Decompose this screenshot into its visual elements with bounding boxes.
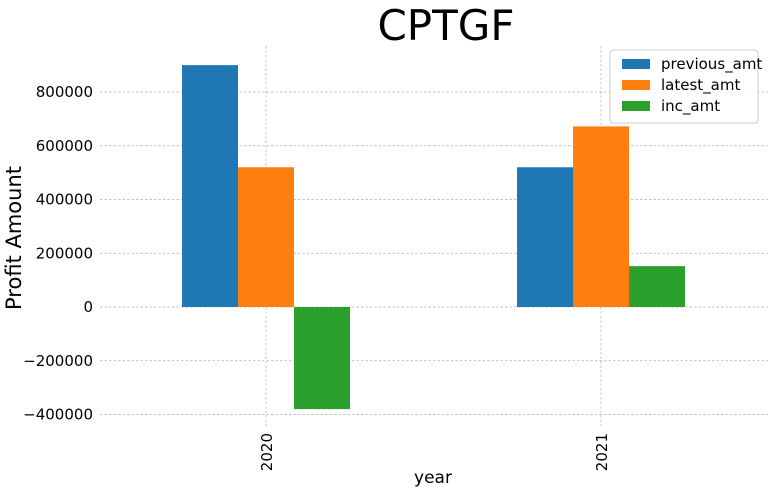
- y-tick-label: 600000: [36, 137, 93, 155]
- legend-label-previous_amt: previous_amt: [661, 55, 762, 74]
- x-tick-label: 2020: [258, 433, 276, 471]
- y-tick-label: 800000: [36, 83, 93, 101]
- grid-lines: [100, 46, 768, 426]
- bar-latest_amt-2020: [238, 167, 294, 307]
- bar-inc_amt-2021: [629, 266, 685, 307]
- y-axis-label: Profit Amount: [2, 166, 26, 310]
- y-axis-ticks: −400000 −200000 0 200000 400000 600000 800000: [23, 83, 93, 424]
- x-axis-ticks: 2020 2021: [258, 433, 611, 471]
- x-tick-label: 2021: [593, 433, 611, 471]
- y-tick-label: −400000: [23, 406, 93, 424]
- y-tick-label: 200000: [36, 244, 93, 262]
- bars: [182, 65, 685, 410]
- legend-label-inc_amt: inc_amt: [661, 97, 720, 116]
- y-tick-label: −200000: [23, 352, 93, 370]
- legend-swatch-inc_amt: [622, 101, 650, 111]
- bar-latest_amt-2021: [573, 126, 629, 308]
- y-tick-label: 0: [83, 298, 93, 316]
- legend-swatch-latest_amt: [622, 80, 650, 90]
- legend-label-latest_amt: latest_amt: [661, 76, 740, 95]
- bar-inc_amt-2020: [294, 307, 350, 410]
- legend-swatch-previous_amt: [622, 59, 650, 69]
- bar-previous_amt-2021: [517, 167, 573, 307]
- x-axis-label: year: [414, 468, 452, 488]
- bar-previous_amt-2020: [182, 65, 238, 307]
- y-tick-label: 400000: [36, 191, 93, 209]
- legend: previous_amt latest_amt inc_amt: [609, 49, 762, 124]
- chart-title: CPTGF: [377, 1, 514, 50]
